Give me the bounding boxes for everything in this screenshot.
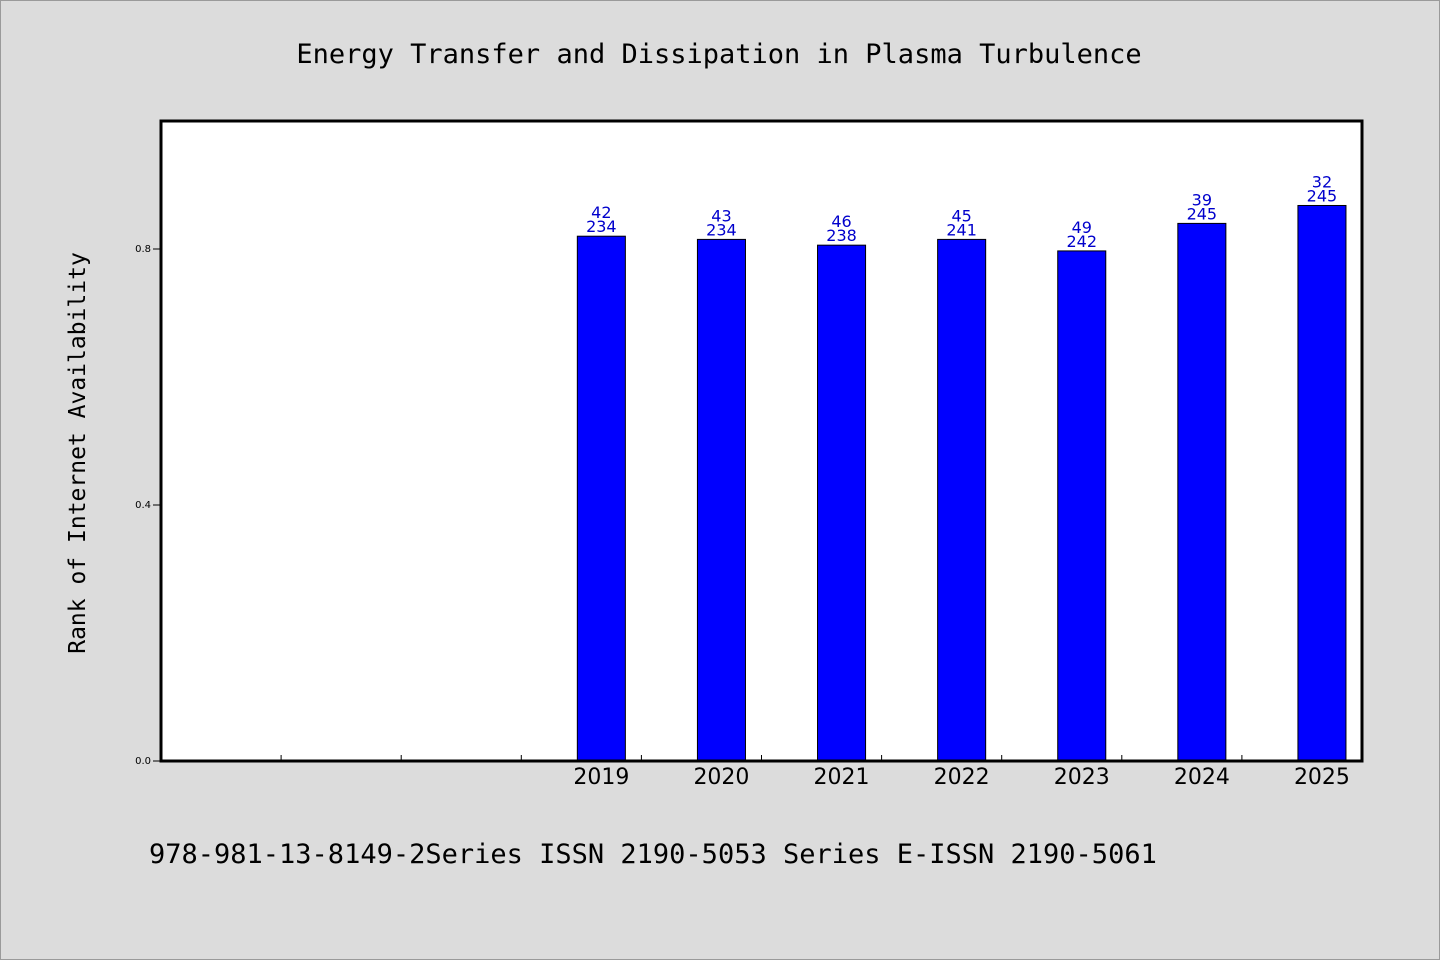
bar-label-top: 43 — [711, 206, 731, 225]
x-tick-label: 2019 — [573, 765, 629, 790]
plot-area — [161, 121, 1362, 761]
bars — [576, 204, 1347, 762]
bar — [696, 238, 746, 762]
bar-label-top: 45 — [951, 206, 971, 225]
bar — [1177, 222, 1227, 762]
bar — [937, 238, 987, 762]
bar-label-bottom: 234 — [706, 220, 737, 239]
bar — [817, 244, 867, 762]
x-tick-label: 2021 — [814, 765, 870, 790]
bar — [576, 235, 626, 762]
y-axis-label: Rank of Internet Availability — [65, 252, 91, 654]
bar-label-top: 32 — [1312, 172, 1332, 191]
bar — [1297, 204, 1347, 762]
bar-label-top: 46 — [831, 212, 851, 231]
y-tick-label: 0.0 — [135, 756, 151, 767]
x-tick-label: 2024 — [1174, 765, 1230, 790]
y-axis-ticks: 0.0 0.4 0.8 — [135, 244, 161, 767]
bar-label-bottom: 245 — [1187, 204, 1218, 223]
bar-label-top: 42 — [591, 203, 611, 222]
y-tick-label: 0.4 — [135, 500, 151, 511]
x-axis-tick-labels: 2019 2020 2021 2022 2023 2024 2025 — [573, 765, 1350, 790]
x-tick-label: 2023 — [1054, 765, 1110, 790]
x-tick-label: 2022 — [934, 765, 990, 790]
bar-label-bottom: 241 — [946, 220, 977, 239]
bar — [1057, 250, 1107, 762]
chart-title: Energy Transfer and Dissipation in Plasm… — [296, 39, 1141, 70]
x-tick-label: 2020 — [693, 765, 749, 790]
plot-frame — [159, 119, 1364, 763]
bar-label-bottom: 242 — [1066, 232, 1097, 251]
x-tick-label: 2025 — [1294, 765, 1350, 790]
bar-label-bottom: 234 — [586, 217, 617, 236]
bar-label-bottom: 245 — [1307, 186, 1338, 205]
bar-label-bottom: 238 — [826, 226, 857, 245]
bar-label-top: 39 — [1192, 190, 1212, 209]
y-tick-label: 0.8 — [135, 244, 151, 255]
footer-issn-text: 978-981-13-8149-2Series ISSN 2190-5053 S… — [149, 839, 1157, 870]
bar-label-top: 49 — [1072, 218, 1092, 237]
